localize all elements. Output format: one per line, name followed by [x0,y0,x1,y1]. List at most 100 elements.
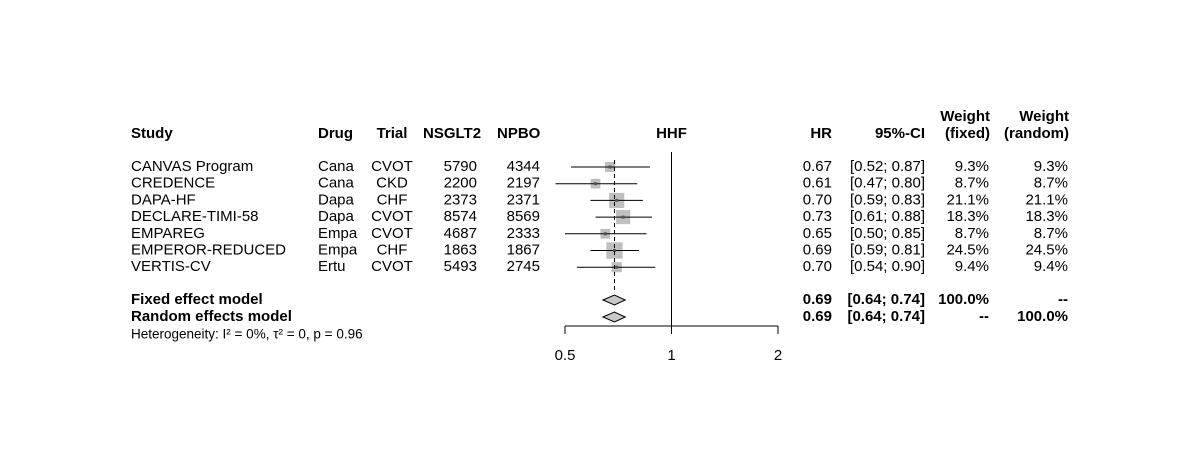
column-header: Trial [377,125,408,142]
weight-random: 8.7% [1034,175,1068,192]
n-sglt2: 5493 [444,258,477,275]
weight-fixed: -- [979,308,989,325]
n-sglt2: 1863 [444,241,477,258]
drug: Ertu [318,258,346,275]
chart-title: HHF [656,125,687,142]
column-header: Drug [318,125,353,142]
drug: Cana [318,175,355,192]
trial: CHF [377,191,408,208]
point-estimate [615,198,619,202]
weight-random: 24.5% [1025,241,1068,258]
ci-value: [0.61; 0.88] [850,208,925,225]
n-pbo: 2745 [507,258,540,275]
study-name: EMPAREG [131,225,205,242]
model-name: Fixed effect model [131,291,263,308]
n-sglt2: 2200 [444,175,477,192]
summary-diamond [601,311,627,323]
weight-random: 100.0% [1017,308,1068,325]
weight-fixed: 21.1% [946,191,989,208]
trial: CHF [377,241,408,258]
weight-random: 8.7% [1034,225,1068,242]
column-header: Weight [1019,108,1069,125]
ci-value: [0.64; 0.74] [847,291,925,308]
trial: CVOT [371,158,413,175]
column-header: HR [810,125,832,142]
weight-random: 9.3% [1034,158,1068,175]
weight-random: 18.3% [1025,208,1068,225]
column-header: Study [131,125,173,142]
weight-fixed: 9.4% [955,258,989,275]
study-name: CANVAS Program [131,158,253,175]
weight-random: -- [1058,291,1068,308]
x-tick-label: 0.5 [555,347,576,364]
n-pbo: 1867 [507,241,540,258]
n-sglt2: 8574 [444,208,477,225]
hr-value: 0.69 [803,241,832,258]
drug: Cana [318,158,355,175]
x-tick-label: 1 [667,347,675,364]
column-header: Weight [940,108,990,125]
point-estimate [594,182,598,186]
ci-value: [0.64; 0.74] [847,308,925,325]
study-name: CREDENCE [131,175,215,192]
drug: Dapa [318,191,355,208]
ci-value: [0.54; 0.90] [850,258,925,275]
column-header: (fixed) [945,125,990,142]
study-name: VERTIS-CV [131,258,211,275]
point-estimate [615,265,619,269]
n-pbo: 4344 [507,158,540,175]
hr-value: 0.73 [803,208,832,225]
point-estimate [621,215,625,219]
n-sglt2: 4687 [444,225,477,242]
hr-value: 0.70 [803,258,832,275]
study-name: EMPEROR-REDUCED [131,241,286,258]
column-header: (random) [1004,125,1069,142]
weight-fixed: 8.7% [955,175,989,192]
column-header: NSGLT2 [423,125,481,142]
x-tick-label: 2 [774,347,782,364]
hr-value: 0.65 [803,225,832,242]
drug: Dapa [318,208,355,225]
ci-value: [0.50; 0.85] [850,225,925,242]
weight-random: 9.4% [1034,258,1068,275]
n-pbo: 2333 [507,225,540,242]
ci-value: [0.52; 0.87] [850,158,925,175]
ci-value: [0.59; 0.83] [850,191,925,208]
study-name: DECLARE-TIMI-58 [131,208,259,225]
n-pbo: 8569 [507,208,540,225]
ci-value: [0.47; 0.80] [850,175,925,192]
column-header: 95%-CI [875,125,925,142]
trial: CKD [376,175,408,192]
weight-random: 21.1% [1025,191,1068,208]
point-estimate [612,249,616,252]
n-sglt2: 5790 [444,158,477,175]
weight-fixed: 9.3% [955,158,989,175]
hr-value: 0.67 [803,158,832,175]
column-header: NPBO [497,125,541,142]
weight-fixed: 8.7% [955,225,989,242]
n-sglt2: 2373 [444,191,477,208]
point-estimate [608,165,612,169]
hr-value: 0.70 [803,191,832,208]
n-pbo: 2197 [507,175,540,192]
model-name: Random effects model [131,308,292,325]
hr-value: 0.61 [803,175,832,192]
study-name: DAPA-HF [131,191,196,208]
weight-fixed: 24.5% [946,241,989,258]
drug: Empa [318,225,358,242]
weight-fixed: 18.3% [946,208,989,225]
hr-value: 0.69 [803,308,832,325]
summary-diamond [601,294,627,306]
trial: CVOT [371,258,413,275]
ci-value: [0.59; 0.81] [850,241,925,258]
n-pbo: 2371 [507,191,540,208]
point-estimate [603,232,607,236]
drug: Empa [318,241,358,258]
hr-value: 0.69 [803,291,832,308]
heterogeneity: Heterogeneity: I² = 0%, τ² = 0, p = 0.96 [131,327,363,342]
trial: CVOT [371,225,413,242]
weight-fixed: 100.0% [938,291,989,308]
trial: CVOT [371,208,413,225]
